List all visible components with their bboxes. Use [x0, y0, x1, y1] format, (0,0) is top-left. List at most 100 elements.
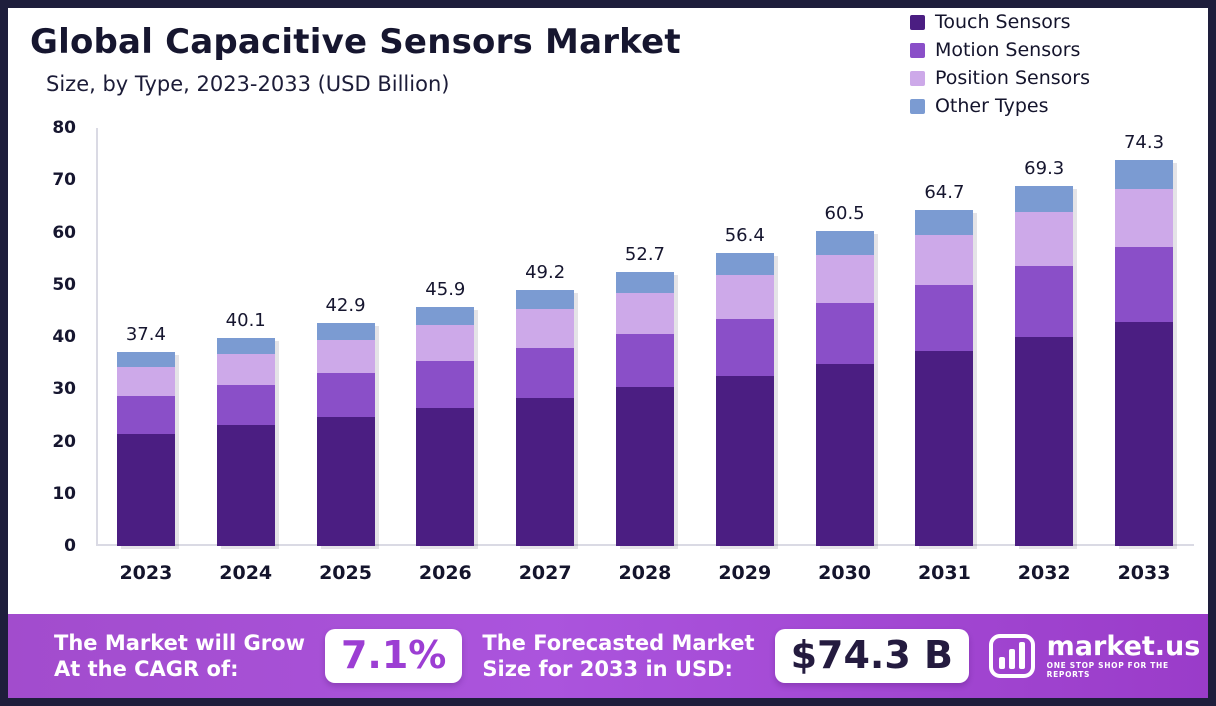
bar-total-label: 60.5	[824, 203, 865, 225]
bar-total-label: 56.4	[724, 224, 765, 246]
cagr-label: The Market will Grow At the CAGR of:	[54, 630, 305, 683]
bar-segment	[316, 373, 375, 417]
y-tick-label: 0	[64, 536, 76, 556]
bar-segment	[516, 347, 575, 398]
x-tick-label: 2029	[718, 562, 772, 584]
bar-total-label: 52.7	[624, 243, 665, 265]
bar-segment	[715, 252, 774, 275]
bar-segment	[1015, 337, 1074, 546]
bar-segment	[416, 360, 475, 408]
legend-swatch	[909, 98, 925, 114]
logo-tagline: ONE STOP SHOP FOR THE REPORTS	[1046, 661, 1169, 680]
bar-total-label: 74.3	[1123, 131, 1165, 153]
bar-segment	[416, 407, 475, 546]
x-tick-label: 2026	[418, 562, 472, 584]
bar-segment	[216, 337, 275, 354]
x-axis: 2023 2024 2025 2026 2027 2028 2029 2030 2031 2032…	[96, 562, 1194, 584]
y-tick-label: 40	[52, 327, 76, 347]
bar-segment	[1015, 266, 1074, 337]
cagr-value-badge: 7.1%	[324, 629, 463, 683]
bar-segment	[416, 307, 475, 326]
bar-segment	[815, 302, 874, 364]
bar-segment	[615, 333, 674, 388]
legend-swatch	[909, 70, 925, 86]
bar-column: 74.3	[1094, 128, 1194, 546]
bar-segment	[615, 292, 674, 334]
bar-stack	[915, 209, 974, 546]
bar-stack	[615, 271, 674, 546]
bar-segment	[116, 351, 175, 367]
bar-stack	[1115, 159, 1174, 546]
bar-segment	[1115, 322, 1174, 546]
bar-segment	[715, 376, 774, 546]
legend-swatch	[909, 42, 925, 58]
forecast-value-badge: $74.3 B	[774, 629, 969, 683]
bar-segment	[1015, 185, 1074, 213]
y-tick-label: 20	[52, 431, 76, 452]
bar-segment	[416, 325, 475, 361]
forecast-label-line2: Size for 2033 in USD:	[482, 657, 733, 681]
y-tick-label: 80	[52, 118, 76, 138]
bar-segment	[815, 231, 874, 256]
bar-segment	[815, 255, 874, 303]
y-tick-label: 60	[52, 222, 76, 243]
legend-item: Motion Sensors	[909, 39, 1090, 61]
x-tick-label: 2023	[119, 562, 173, 584]
plot-wrap: 0 10 20 30 40 50 60 70 80 37.4 40.1 42.9 45.9 49.2 52…	[52, 118, 1194, 556]
bar-segment	[1115, 159, 1174, 189]
legend-label: Motion Sensors	[934, 39, 1081, 61]
bar-column: 52.7	[595, 128, 695, 546]
bar-stack	[116, 351, 175, 546]
bar-segment	[116, 433, 175, 546]
x-tick-label: 2028	[618, 562, 672, 584]
bar-stack	[1015, 185, 1074, 546]
bar-segment	[116, 366, 175, 396]
cagr-label-line1: The Market will Grow	[54, 630, 305, 655]
bar-segment	[815, 364, 874, 546]
bar-column: 64.7	[895, 128, 995, 546]
legend-label: Other Types	[934, 95, 1049, 117]
bar-column: 45.9	[395, 128, 495, 546]
logo-text-wrap: market.us ONE STOP SHOP FOR THE REPORTS	[1046, 630, 1203, 680]
bar-stack	[516, 290, 575, 546]
y-tick-label: 70	[52, 170, 76, 191]
bar-total-label: 49.2	[525, 262, 566, 284]
legend-label: Position Sensors	[934, 67, 1090, 89]
bar-segment	[915, 285, 974, 351]
chart-panel: Global Capacitive Sensors Market Size, b…	[8, 8, 1208, 614]
x-tick-label: 2024	[219, 562, 273, 584]
logo-wordmark: market.us	[1046, 630, 1201, 662]
legend-item: Touch Sensors	[909, 11, 1090, 33]
bar-segment	[615, 271, 674, 293]
legend: Touch Sensors Motion Sensors Position Sens…	[909, 11, 1090, 117]
bar-segment	[615, 387, 674, 546]
bar-column: 60.5	[795, 128, 895, 546]
y-axis: 0 10 20 30 40 50 60 70 80	[16, 118, 88, 556]
bar-total-label: 69.3	[1024, 157, 1065, 179]
y-tick-label: 30	[52, 379, 76, 400]
x-tick-label: 2031	[917, 562, 971, 584]
bar-total-label: 42.9	[325, 294, 366, 316]
bar-total-label: 45.9	[425, 279, 466, 301]
bar-column: 56.4	[695, 128, 795, 546]
bar-total-label: 64.7	[924, 181, 965, 203]
x-tick-label: 2032	[1017, 562, 1071, 584]
bars-row: 37.4 40.1 42.9 45.9 49.2 52.7 56.4 60.5 64.7 69.3…	[96, 128, 1194, 546]
bar-stack	[316, 322, 375, 546]
bar-segment	[216, 384, 275, 426]
legend-swatch	[909, 14, 925, 30]
bar-segment	[715, 318, 774, 376]
market-us-logo-icon	[988, 634, 1035, 678]
bar-segment	[915, 209, 974, 235]
bar-segment	[915, 234, 974, 285]
bar-stack	[216, 337, 275, 546]
bar-segment	[1115, 188, 1174, 247]
bar-stack	[815, 231, 874, 546]
legend-label: Touch Sensors	[934, 11, 1071, 33]
bar-segment	[216, 353, 275, 385]
legend-item: Position Sensors	[909, 67, 1090, 89]
chart-subtitle: Size, by Type, 2023-2033 (USD Billion)	[46, 72, 450, 96]
x-tick-label: 2025	[319, 562, 372, 584]
page-title: Global Capacitive Sensors Market	[30, 22, 681, 62]
